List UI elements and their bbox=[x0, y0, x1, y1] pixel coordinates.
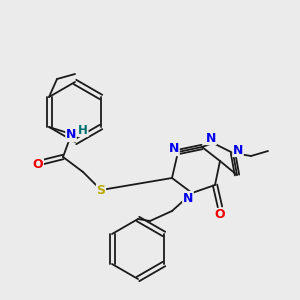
Text: O: O bbox=[215, 208, 225, 221]
Text: N: N bbox=[206, 131, 216, 145]
Text: N: N bbox=[183, 191, 193, 205]
Text: N: N bbox=[233, 143, 243, 157]
Text: S: S bbox=[97, 184, 106, 196]
Text: N: N bbox=[66, 128, 76, 142]
Text: O: O bbox=[33, 158, 43, 170]
Text: N: N bbox=[169, 142, 179, 155]
Text: H: H bbox=[78, 124, 88, 136]
